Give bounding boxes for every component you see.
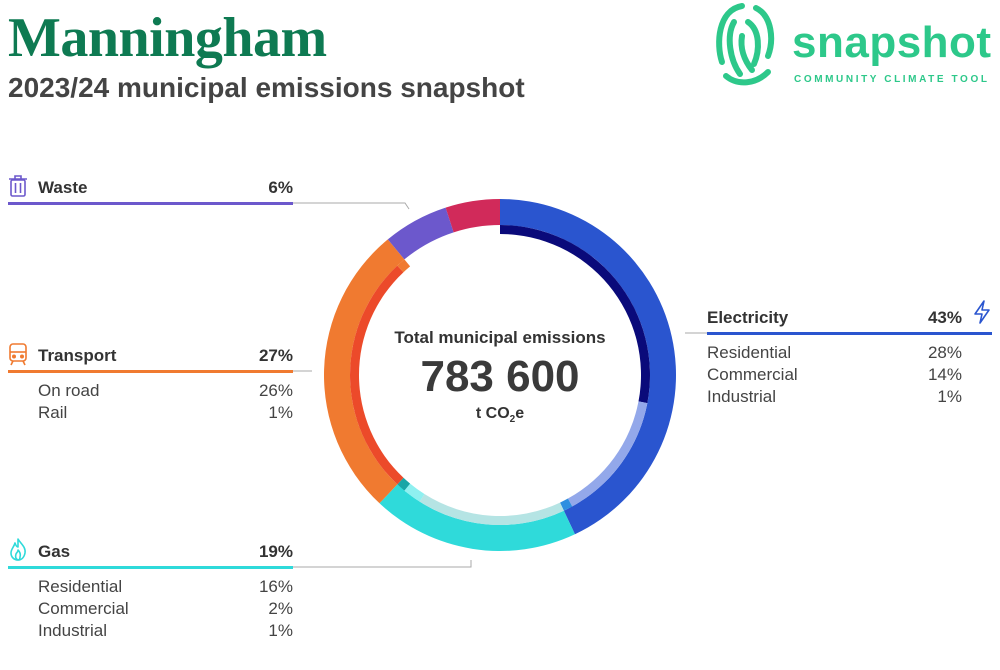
sub-row: Residential 28% [707, 341, 962, 363]
sub-label: Commercial [707, 365, 798, 384]
sub-slice-transport-0 [349, 265, 404, 485]
sector-name: Transport [38, 346, 117, 365]
slice-other [445, 199, 500, 233]
sector-rule [707, 332, 992, 335]
sector-name: Waste [38, 178, 88, 197]
sub-row: Industrial 1% [8, 619, 293, 641]
leader-waste [293, 202, 410, 210]
train-icon [9, 343, 27, 366]
total-caption: Total municipal emissions [394, 328, 606, 347]
sector-gas: Gas 19% Residential 16% Commercial 2% In… [8, 538, 293, 641]
slice-transport [324, 239, 405, 504]
page-title: Manningham [8, 7, 327, 69]
sector-electricity: Electricity 43% Residential 28% Commerci… [707, 300, 992, 407]
sector-name: Gas [38, 542, 71, 561]
snapshot-logo: snapshot COMMUNITY CLIMATE TOOL [712, 0, 1000, 90]
logo-wordmark: snapshot [792, 18, 992, 67]
sub-value: 16% [258, 577, 293, 596]
sub-slice-transport-1 [397, 259, 411, 273]
trash-icon [9, 175, 27, 197]
sub-slice-gas-0 [419, 494, 564, 526]
slice-waste [387, 207, 454, 260]
logo-tagline: COMMUNITY CLIMATE TOOL [794, 74, 990, 85]
sector-name: Electricity [707, 308, 789, 327]
sector-pct: 6% [268, 178, 293, 197]
sector-transport: Transport 27% On road 26% Rail 1% [8, 342, 293, 423]
sub-row: Industrial 1% [707, 385, 962, 407]
sub-label: On road [38, 381, 100, 400]
sub-label: Industrial [707, 387, 776, 406]
sub-value: 1% [937, 387, 962, 406]
page-subtitle: 2023/24 municipal emissions snapshot [8, 72, 525, 103]
sub-row: Rail 1% [8, 401, 293, 423]
sub-label: Rail [38, 403, 68, 422]
sub-slice-gas-1 [404, 483, 425, 502]
sub-row: Residential 16% [8, 575, 293, 597]
sub-label: Residential [707, 343, 792, 362]
sub-value: 2% [268, 599, 293, 618]
lightning-icon [974, 300, 990, 324]
flame-icon [10, 538, 26, 561]
sub-slice-electricity-2 [560, 498, 573, 511]
donut-center: Total municipal emissions 783 600 t CO2e [360, 326, 640, 430]
sector-pct: 43% [927, 308, 962, 327]
sub-slice-electricity-1 [567, 401, 648, 507]
sub-value: 26% [258, 381, 293, 400]
sector-rule [8, 202, 293, 205]
fingerprint-icon [716, 3, 775, 86]
sub-slice-gas-2 [397, 477, 411, 491]
sub-label: Residential [38, 577, 123, 596]
sub-row: On road 26% [8, 379, 293, 401]
sub-value: 14% [927, 365, 962, 384]
total-value: 783 600 [420, 352, 580, 401]
sub-row: Commercial 14% [707, 363, 962, 385]
sub-row: Commercial 2% [8, 597, 293, 619]
slice-gas [379, 484, 575, 551]
sub-label: Commercial [38, 599, 129, 618]
sub-value: 28% [927, 343, 962, 362]
sector-pct: 27% [258, 346, 293, 365]
sub-value: 1% [268, 403, 293, 422]
sector-pct: 19% [258, 542, 293, 561]
sector-rule [8, 370, 293, 373]
sector-waste: Waste 6% [8, 174, 293, 205]
sub-label: Industrial [38, 621, 107, 640]
sub-value: 1% [268, 621, 293, 640]
total-unit: t CO2e [475, 405, 525, 426]
sector-rule [8, 566, 293, 569]
leader-gas [293, 560, 472, 568]
slice-electricity [500, 199, 677, 535]
